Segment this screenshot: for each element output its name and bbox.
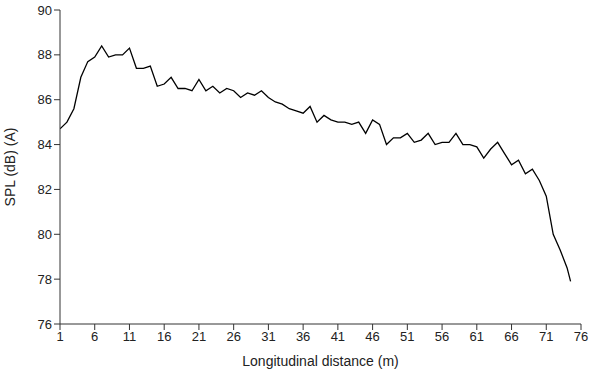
svg-text:41: 41: [331, 329, 345, 344]
svg-text:SPL (dB) (A): SPL (dB) (A): [2, 128, 18, 207]
svg-text:31: 31: [261, 329, 275, 344]
svg-text:76: 76: [574, 329, 588, 344]
svg-text:21: 21: [192, 329, 206, 344]
svg-text:76: 76: [38, 317, 52, 332]
svg-text:80: 80: [38, 227, 52, 242]
svg-text:66: 66: [504, 329, 518, 344]
svg-text:1: 1: [56, 329, 63, 344]
svg-text:61: 61: [470, 329, 484, 344]
svg-text:Longitudinal distance (m): Longitudinal distance (m): [242, 353, 398, 369]
svg-text:84: 84: [38, 137, 52, 152]
svg-text:71: 71: [539, 329, 553, 344]
svg-text:88: 88: [38, 47, 52, 62]
svg-text:82: 82: [38, 182, 52, 197]
svg-text:36: 36: [296, 329, 310, 344]
svg-text:11: 11: [123, 329, 137, 344]
svg-text:26: 26: [226, 329, 240, 344]
svg-text:51: 51: [400, 329, 414, 344]
svg-text:90: 90: [38, 3, 52, 18]
svg-text:56: 56: [435, 329, 449, 344]
svg-text:16: 16: [157, 329, 171, 344]
svg-text:86: 86: [38, 92, 52, 107]
svg-text:6: 6: [91, 329, 98, 344]
svg-text:46: 46: [365, 329, 379, 344]
svg-text:78: 78: [38, 272, 52, 287]
